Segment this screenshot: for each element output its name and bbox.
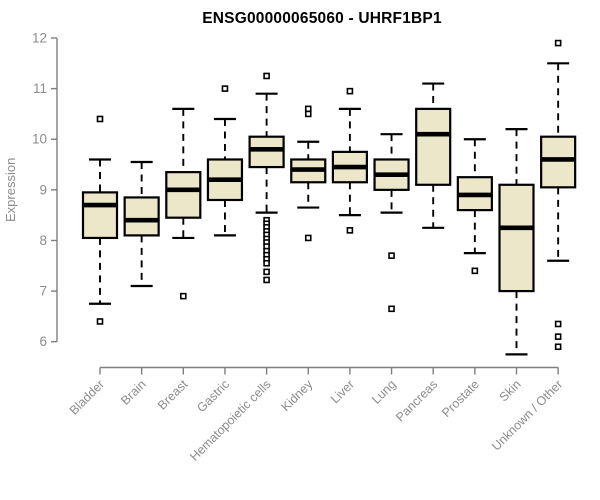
box-unknown-other (540, 39, 577, 351)
outlier-point (96, 115, 104, 123)
chart-title: ENSG00000065060 - UHRF1BP1 (202, 10, 442, 27)
outlier-point (388, 305, 395, 313)
box-hematopoietic-cells (248, 72, 285, 284)
y-tick-label: 10 (32, 132, 47, 147)
box-skin (498, 128, 535, 356)
box-brain (123, 160, 160, 288)
outlier-point (221, 85, 229, 92)
y-axis-title: Expression (3, 158, 18, 222)
x-tick-label: Unknown / Other (489, 377, 565, 453)
outlier-point (263, 276, 270, 284)
outlier-point (346, 87, 354, 95)
outlier-point (304, 234, 312, 242)
iqr-box (415, 107, 452, 186)
x-tick-label: Pancreas (393, 377, 440, 424)
outlier-point (263, 72, 270, 80)
x-tick-label: Brain (118, 377, 149, 408)
box-prostate (456, 138, 493, 275)
iqr-box (165, 171, 202, 219)
outlier-point (304, 105, 312, 113)
box-breast (165, 107, 202, 300)
outlier-point (263, 268, 270, 276)
x-tick-label: Liver (328, 377, 357, 406)
x-tick-label: Breast (155, 377, 191, 413)
y-tick-label: 6 (39, 334, 47, 349)
outlier-point (180, 292, 187, 300)
x-tick-label: Lung (369, 377, 399, 407)
x-tick-label: Gastric (194, 377, 232, 415)
outlier-point (554, 39, 562, 47)
box-kidney (290, 105, 327, 242)
x-tick-label: Skin (497, 377, 524, 404)
iqr-box (248, 135, 285, 169)
y-tick-label: 12 (32, 31, 47, 46)
box-liver (331, 87, 368, 234)
iqr-box (498, 183, 535, 293)
outlier-point (554, 320, 562, 328)
outlier-point (346, 227, 354, 234)
x-tick-label: Bladder (67, 377, 107, 417)
box-lung (373, 133, 410, 313)
outlier-point (554, 333, 562, 340)
outlier-point (96, 318, 104, 325)
box-pancreas (415, 82, 452, 229)
y-tick-label: 7 (39, 284, 47, 299)
y-tick-label: 11 (33, 81, 47, 96)
outlier-point (471, 267, 479, 275)
box-gastric (206, 85, 244, 237)
outlier-point (388, 252, 395, 259)
outlier-point (263, 259, 270, 267)
iqr-box (540, 135, 577, 189)
y-tick-label: 9 (39, 182, 47, 197)
iqr-box (123, 196, 160, 237)
x-tick-label: Prostate (439, 377, 482, 420)
y-tick-label: 8 (39, 233, 47, 248)
box-bladder (81, 115, 119, 325)
x-tick-label: Hematopoietic cells (187, 377, 274, 464)
x-tick-label: Kidney (278, 377, 315, 414)
iqr-box (81, 191, 119, 240)
y-axis: 6 7 8 9 10 11 12 Expression (3, 31, 58, 349)
outlier-point (554, 343, 562, 351)
outlier-point (304, 110, 312, 118)
